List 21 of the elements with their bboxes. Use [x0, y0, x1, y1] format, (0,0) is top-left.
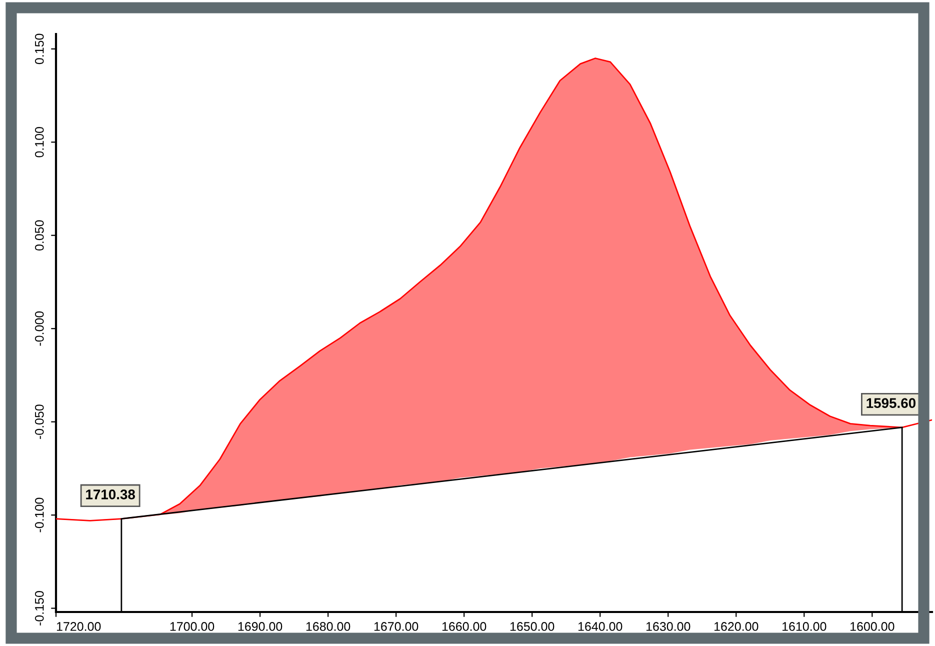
- ref-line-label: 1710.38: [86, 490, 135, 500]
- y-tick-label: 0.050: [34, 220, 44, 251]
- x-tick-label: 1640.00: [578, 622, 622, 631]
- x-tick-label: 1600.00: [850, 622, 894, 631]
- x-tick-label: 1670.00: [374, 622, 418, 631]
- x-tick-label: 1680.00: [306, 622, 350, 631]
- x-tick-label: 1650.00: [510, 622, 554, 631]
- x-tick-label: 1610.00: [782, 622, 826, 631]
- ref-line-label: 1595.60: [866, 398, 916, 408]
- x-tick-label: 1620.00: [714, 622, 758, 631]
- x-tick-label: 1690.00: [238, 622, 282, 631]
- y-tick-label: -0.050: [34, 404, 44, 439]
- x-tick-label: 1700.00: [170, 622, 214, 631]
- y-tick-label: -0.150: [34, 591, 44, 626]
- y-tick-label: 0.150: [34, 34, 44, 64]
- x-tick-label: 1720.00: [56, 622, 101, 631]
- y-tick-label: -0.100: [34, 498, 44, 532]
- x-tick-label: 1630.00: [646, 622, 690, 631]
- x-tick-label: 1660.00: [442, 622, 486, 631]
- y-tick-label: -0.000: [34, 311, 44, 346]
- y-tick-label: 0.100: [34, 126, 44, 158]
